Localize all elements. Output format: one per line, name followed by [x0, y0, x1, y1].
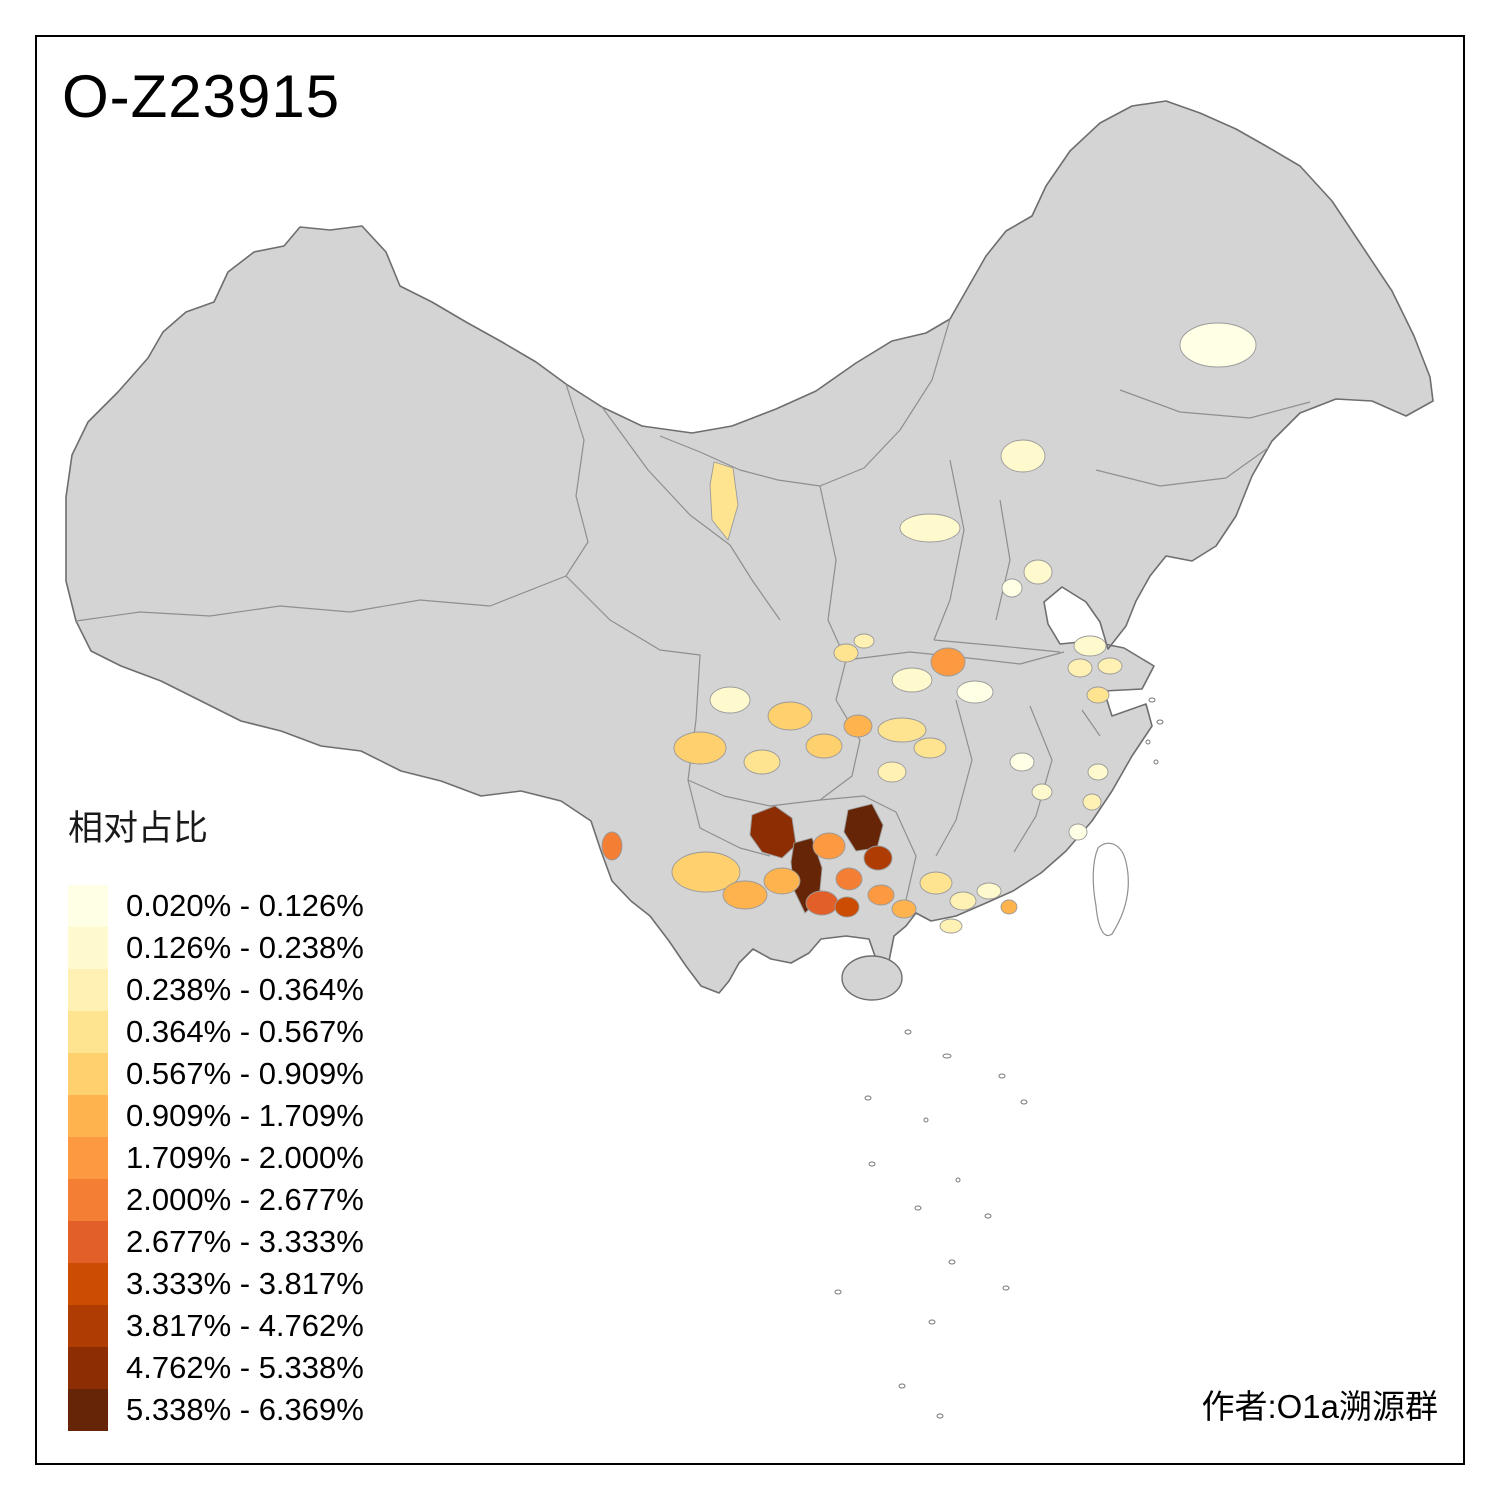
map-region — [877, 717, 927, 743]
legend-label: 2.677% - 3.333% — [126, 1224, 364, 1259]
map-region — [939, 918, 963, 934]
map-region — [1067, 658, 1093, 678]
map-region — [767, 701, 813, 731]
legend-label: 1.709% - 2.000% — [126, 1140, 364, 1175]
legend-item: 0.238% - 0.364% — [68, 969, 448, 1011]
legend-swatch — [68, 1263, 108, 1305]
map-region — [1073, 635, 1107, 657]
map-region — [949, 891, 977, 911]
legend-label: 0.567% - 0.909% — [126, 1056, 364, 1091]
map-region — [601, 831, 623, 861]
legend-label: 2.000% - 2.677% — [126, 1182, 364, 1217]
hainan-island — [841, 955, 903, 1001]
map-region — [709, 461, 739, 541]
legend-item: 2.000% - 2.677% — [68, 1179, 448, 1221]
map-region — [1068, 823, 1088, 841]
map-region — [1097, 657, 1123, 675]
map-region — [1179, 322, 1257, 368]
map-region — [891, 899, 917, 919]
legend-swatch — [68, 927, 108, 969]
legend-label: 4.762% - 5.338% — [126, 1350, 364, 1385]
map-region — [867, 884, 895, 906]
map-region — [805, 733, 843, 759]
map-region — [877, 761, 907, 783]
legend-swatch — [68, 1389, 108, 1431]
map-region — [899, 513, 961, 543]
legend-item: 0.020% - 0.126% — [68, 885, 448, 927]
map-region — [1086, 686, 1110, 704]
map-region — [843, 714, 873, 738]
legend-swatch — [68, 969, 108, 1011]
map-region — [709, 686, 751, 714]
legend-swatch — [68, 1053, 108, 1095]
map-region — [853, 633, 875, 649]
map-region — [834, 896, 860, 918]
legend-item: 0.567% - 0.909% — [68, 1053, 448, 1095]
legend-item: 5.338% - 6.369% — [68, 1389, 448, 1431]
map-region — [930, 647, 966, 677]
legend-swatch — [68, 1095, 108, 1137]
legend-swatch — [68, 1011, 108, 1053]
colored-regions — [601, 322, 1257, 934]
legend: 相对占比 0.020% - 0.126% 0.126% - 0.238% 0.238… — [68, 800, 448, 1431]
map-region — [1023, 559, 1053, 585]
legend-label: 3.333% - 3.817% — [126, 1266, 364, 1301]
legend-label: 0.020% - 0.126% — [126, 888, 364, 923]
map-region — [1009, 752, 1035, 772]
map-region — [833, 643, 859, 663]
taiwan-island — [1092, 842, 1129, 937]
legend-label: 0.238% - 0.364% — [126, 972, 364, 1007]
map-region — [835, 867, 863, 891]
map-region — [913, 737, 947, 759]
legend-swatch — [68, 1179, 108, 1221]
map-region — [1087, 763, 1109, 781]
legend-swatch — [68, 1347, 108, 1389]
legend-swatch — [68, 1305, 108, 1347]
legend-label: 5.338% - 6.369% — [126, 1392, 364, 1427]
legend-item: 0.909% - 1.709% — [68, 1095, 448, 1137]
map-region — [749, 805, 797, 859]
legend-label: 0.364% - 0.567% — [126, 1014, 364, 1049]
legend-title: 相对占比 — [68, 809, 209, 848]
map-region — [671, 851, 741, 893]
map-region — [812, 832, 846, 860]
legend-label: 0.126% - 0.238% — [126, 930, 364, 965]
map-region — [1001, 578, 1023, 598]
legend-item: 2.677% - 3.333% — [68, 1221, 448, 1263]
map-region — [1031, 783, 1053, 801]
sea-islets — [834, 697, 1164, 1419]
map-region — [743, 749, 781, 775]
legend-swatch — [68, 1137, 108, 1179]
page-title: O-Z23915 — [62, 63, 341, 130]
map-region — [919, 871, 953, 895]
legend-item: 4.762% - 5.338% — [68, 1347, 448, 1389]
legend-item: 0.126% - 0.238% — [68, 927, 448, 969]
legend-label: 0.909% - 1.709% — [126, 1098, 364, 1133]
map-region — [805, 890, 839, 916]
map-region — [956, 680, 994, 704]
legend-item: 1.709% - 2.000% — [68, 1137, 448, 1179]
map-region — [763, 867, 801, 895]
province-borders — [75, 318, 1311, 901]
legend-swatch — [68, 885, 108, 927]
legend-swatch — [68, 1221, 108, 1263]
map-region — [976, 882, 1002, 900]
map-region — [722, 880, 768, 910]
map-region — [1000, 899, 1018, 915]
author-credit: 作者:O1a溯源群 — [1201, 1388, 1438, 1425]
legend-label: 3.817% - 4.762% — [126, 1308, 364, 1343]
legend-item: 3.333% - 3.817% — [68, 1263, 448, 1305]
map-region — [891, 667, 933, 693]
map-region — [1082, 793, 1102, 811]
legend-item: 3.817% - 4.762% — [68, 1305, 448, 1347]
map-region — [863, 845, 893, 871]
legend-items: 0.020% - 0.126% 0.126% - 0.238% 0.238% - 0… — [68, 885, 448, 1431]
map-region — [1000, 439, 1046, 473]
legend-item: 0.364% - 0.567% — [68, 1011, 448, 1053]
map-region — [673, 731, 727, 765]
